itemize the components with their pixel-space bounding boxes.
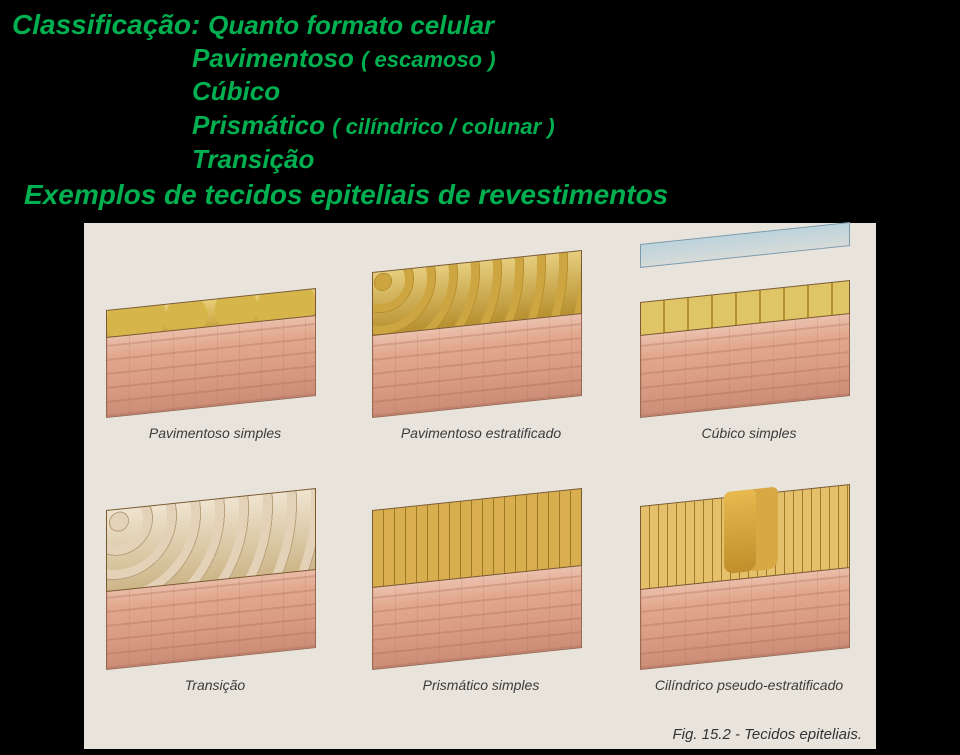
tissue-block-pavimentoso-simples	[106, 257, 316, 407]
panel-caption-cilindrico-pseudo: Cilíndrico pseudo-estratificado	[634, 677, 864, 693]
classification-name: Transição	[192, 144, 314, 174]
title-line: Classificação: Quanto formato celular	[12, 8, 948, 42]
classification-item-0: Pavimentoso ( escamoso )	[12, 42, 948, 76]
classification-name: Prismático	[192, 110, 325, 140]
title-prefix: Classificação:	[12, 9, 200, 40]
examples-heading: Exemplos de tecidos epiteliais de revest…	[12, 177, 948, 211]
tissue-block-cubico-simples	[640, 257, 850, 407]
classification-paren: ( escamoso )	[361, 47, 496, 72]
classification-name: Cúbico	[192, 76, 280, 106]
figure-panels: Pavimentoso simples Pavimentoso estratifi…	[84, 223, 876, 749]
panel-caption-pavimentoso-simples: Pavimentoso simples	[100, 425, 330, 441]
classification-paren: ( cilíndrico / colunar )	[332, 114, 554, 139]
lumen-surface	[640, 222, 850, 268]
classification-item-2: Prismático ( cilíndrico / colunar )	[12, 109, 948, 143]
tissue-block-cilindrico-pseudo	[640, 509, 850, 659]
classification-name: Pavimentoso	[192, 43, 354, 73]
classification-item-1: Cúbico	[12, 75, 948, 109]
panel-caption-cubico-simples: Cúbico simples	[634, 425, 864, 441]
tissue-block-transicao	[106, 509, 316, 659]
panel-caption-transicao: Transição	[100, 677, 330, 693]
slide-header: Classificação: Quanto formato celular Pa…	[0, 0, 960, 215]
panel-caption-pavimentoso-estratificado: Pavimentoso estratificado	[366, 425, 596, 441]
title-rest: Quanto formato celular	[208, 10, 494, 40]
panel-caption-prismatico-simples: Prismático simples	[366, 677, 596, 693]
tissue-block-prismatico-simples	[372, 509, 582, 659]
figure-caption: Fig. 15.2 - Tecidos epiteliais.	[672, 726, 862, 743]
figure-tissues: Pavimentoso simples Pavimentoso estratifi…	[84, 223, 876, 749]
classification-item-3: Transição	[12, 143, 948, 177]
tissue-block-pavimentoso-estratificado	[372, 257, 582, 407]
